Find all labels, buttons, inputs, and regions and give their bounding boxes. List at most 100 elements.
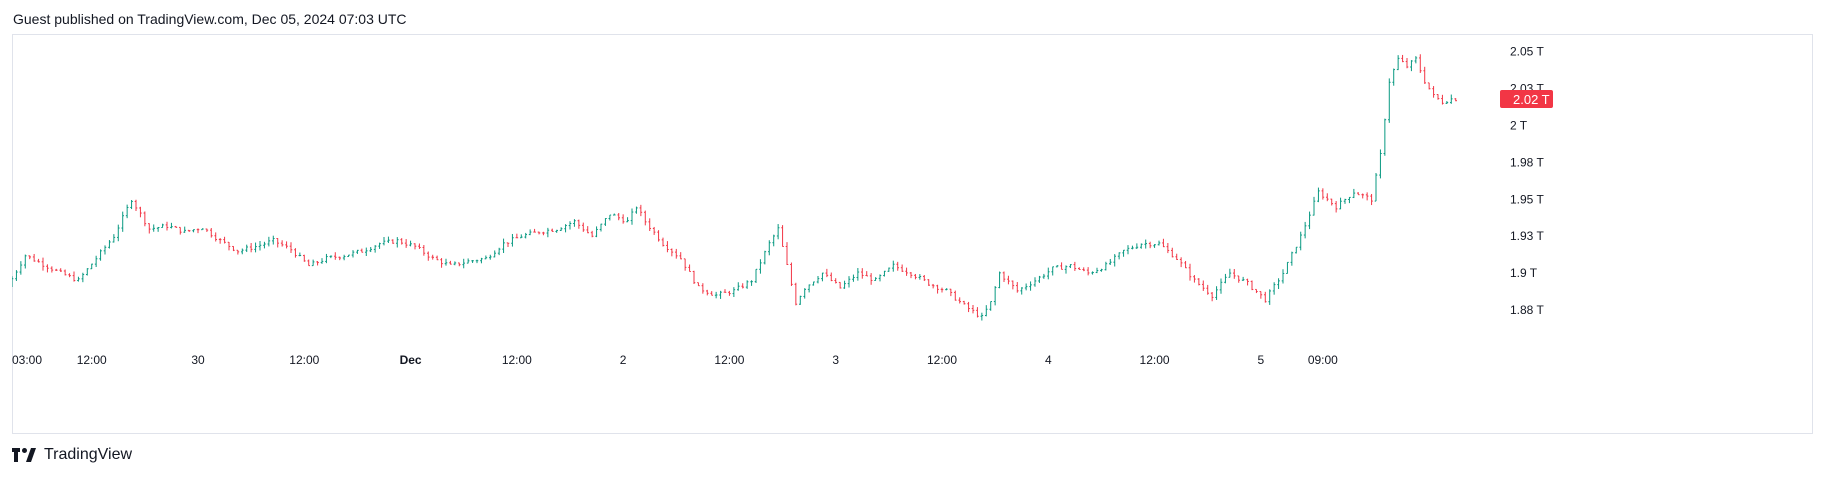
price-chart[interactable]: 2.05 T2.03 T2 T1.98 T1.95 T1.93 T1.9 T1.… [12,34,1813,434]
brand-name[interactable]: TradingView [44,446,133,463]
ohlc-bar [909,272,913,279]
y-tick-label: 1.9 T [1510,266,1538,280]
ohlc-bar [134,199,138,212]
ohlc-bar [533,228,536,233]
ohlc-bar [962,300,966,305]
ohlc-bar [1268,289,1272,305]
ohlc-bars [12,54,1458,321]
ohlc-bar [922,274,926,282]
ohlc-bar [1042,273,1046,279]
ohlc-bar [612,213,616,216]
ohlc-bar [630,208,634,225]
ohlc-bar [1135,243,1139,249]
ohlc-bar [1157,240,1161,246]
y-tick-label: 2.05 T [1510,45,1544,59]
ohlc-bar [1020,287,1024,295]
ohlc-bar [1122,249,1125,257]
ohlc-bar [1166,242,1170,254]
ohlc-bar [1343,198,1347,204]
ohlc-bar [736,282,740,291]
ohlc-bar [236,249,240,255]
time-axis[interactable]: 03:00 12:00 30 12:00 Dec 12:00 2 12:00 3 12:00 4 12… [12,353,1338,367]
ohlc-bar [537,231,541,235]
y-tick-label: 2 T [1510,119,1528,133]
ohlc-bar [112,234,116,243]
ohlc-bar [1015,282,1019,293]
x-tick-label: 09:00 [1308,353,1338,367]
ohlc-bar [785,242,789,265]
ohlc-bar [329,255,333,259]
ohlc-bar [1206,284,1210,295]
ohlc-bar [581,222,585,232]
ohlc-bar [1370,193,1373,206]
ohlc-bar [1228,268,1232,278]
ohlc-bar [1117,252,1121,260]
ohlc-bar [404,239,408,248]
x-tick-label: 03:00 [12,353,42,367]
ohlc-bar [555,229,559,233]
ohlc-bar [714,291,718,299]
ohlc-bar [568,221,572,230]
ohlc-bar [1153,244,1156,248]
ohlc-bar [369,247,373,253]
ohlc-bar [50,266,54,273]
ohlc-bar [1401,54,1404,63]
ohlc-bar [409,240,412,247]
ohlc-bar [484,255,488,260]
ohlc-bar [705,289,709,296]
ohlc-bar [311,259,315,267]
ohlc-bar [719,290,722,299]
y-tick-label: 1.88 T [1510,303,1544,317]
ohlc-bar [586,226,590,234]
ohlc-bar [63,269,67,276]
ohlc-bar [1334,201,1338,213]
ohlc-bar [240,248,244,255]
publish-info: Guest published on TradingView.com, Dec … [13,11,407,27]
ohlc-bar [1277,278,1280,290]
ohlc-bar [196,228,200,234]
ohlc-bar [989,301,993,311]
ohlc-bar [1179,257,1183,268]
ohlc-bar [816,276,820,284]
ohlc-bar [604,217,607,226]
ohlc-bar [1348,196,1351,204]
ohlc-bar [984,305,988,317]
ohlc-bar [360,248,364,253]
ohlc-bar [1339,197,1342,210]
ohlc-bar [1281,269,1285,284]
y-tick-label: 1.93 T [1510,229,1544,243]
ohlc-bar [1374,173,1378,202]
ohlc-bar [1060,262,1063,270]
ohlc-bar [506,242,510,247]
ohlc-bar [289,242,293,253]
last-price-badge-bg [1500,89,1553,108]
ohlc-bar [1259,291,1263,299]
ohlc-bar [821,272,824,282]
ohlc-bar [1073,261,1077,271]
x-tick-label: 12:00 [289,353,319,367]
ohlc-bar [488,254,492,260]
ohlc-bar [1055,265,1059,268]
ohlc-bar [302,254,306,262]
ohlc-bar [480,257,483,264]
ohlc-bar [794,282,798,306]
ohlc-bar [732,287,736,298]
ohlc-bar [400,238,404,245]
ohlc-bar [940,287,944,293]
ohlc-bar [285,241,288,249]
ohlc-bar [754,268,758,284]
ohlc-bar [1162,238,1165,248]
tradingview-logo-icon[interactable] [12,447,38,463]
ohlc-bar [12,276,14,287]
ohlc-bar [1051,266,1055,276]
ohlc-bar [23,254,27,269]
ohlc-bar [967,301,970,313]
ohlc-bar [971,305,975,314]
ohlc-bar [46,264,49,273]
ohlc-bar [1414,56,1418,64]
ohlc-bar [657,230,660,242]
ohlc-bar [457,262,461,267]
ohlc-bar [1188,263,1192,281]
ohlc-bar [1237,275,1241,283]
price-axis[interactable]: 2.05 T2.03 T2 T1.98 T1.95 T1.93 T1.9 T1.… [1510,45,1544,317]
